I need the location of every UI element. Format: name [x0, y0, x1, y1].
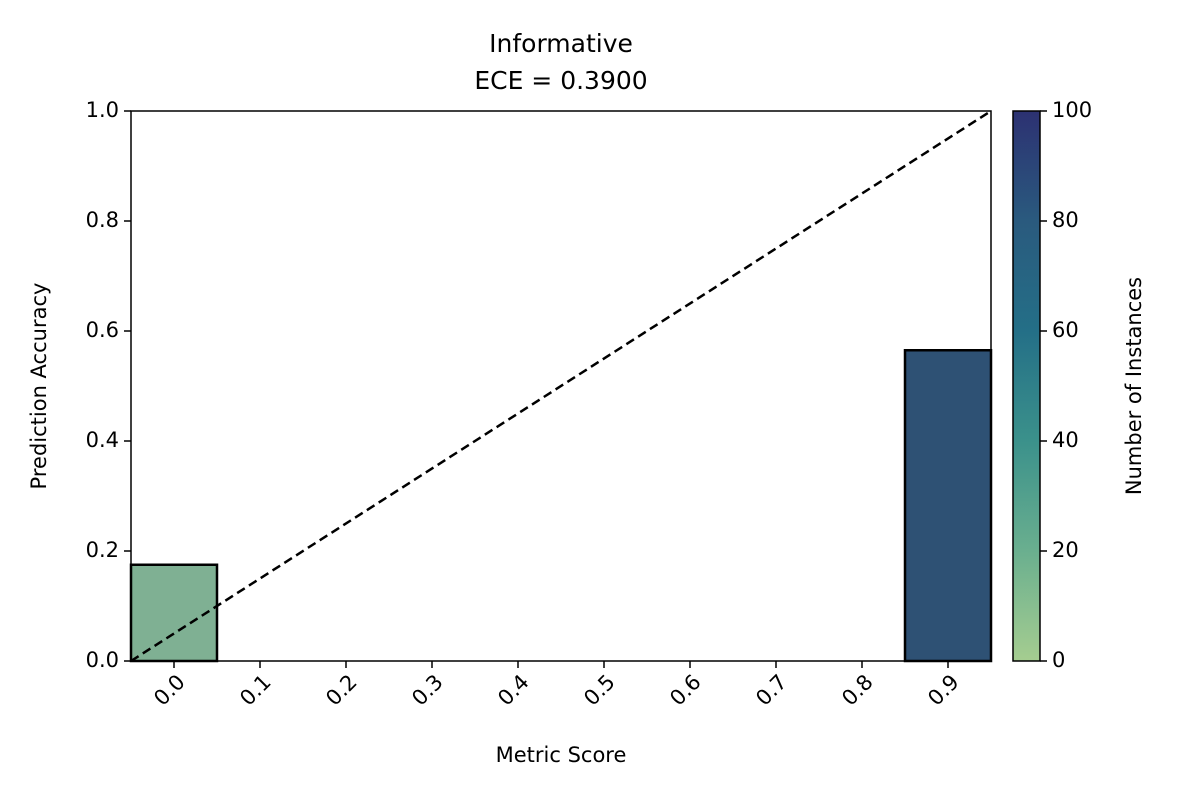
colorbar-tick-label: 20 — [1052, 538, 1079, 562]
x-tick-label: 0.7 — [751, 670, 792, 711]
x-tick-label: 0.3 — [407, 670, 448, 711]
x-tick-label: 0.1 — [235, 670, 276, 711]
x-tick-label: 0.5 — [579, 670, 620, 711]
chart-title: Informative — [489, 29, 633, 58]
plot-frame — [130, 110, 992, 662]
y-tick-label: 0.4 — [86, 428, 119, 452]
colorbar-tick-label: 40 — [1052, 428, 1079, 452]
x-axis-label: Metric Score — [496, 743, 627, 767]
y-tick-label: 0.0 — [86, 648, 119, 672]
colorbar-tick-label: 100 — [1052, 98, 1092, 122]
x-tick-label: 0.2 — [321, 670, 362, 711]
y-tick-label: 1.0 — [86, 98, 119, 122]
y-tick-label: 0.8 — [86, 208, 119, 232]
chart-subtitle: ECE = 0.3900 — [474, 66, 647, 95]
y-tick-label: 0.6 — [86, 318, 119, 342]
y-tick-label: 0.2 — [86, 538, 119, 562]
y-axis-label: Prediction Accuracy — [27, 283, 51, 490]
colorbar-label: Number of Instances — [1122, 277, 1146, 495]
x-tick-label: 0.8 — [837, 670, 878, 711]
reference-line — [130, 109, 992, 663]
colorbar-tick-label: 0 — [1052, 648, 1065, 672]
colorbar-tick-label: 60 — [1052, 318, 1079, 342]
x-tick-label: 0.0 — [149, 670, 190, 711]
colorbar — [1012, 110, 1041, 662]
bar — [903, 349, 993, 663]
x-tick-label: 0.6 — [665, 670, 706, 711]
colorbar-tick-label: 80 — [1052, 208, 1079, 232]
x-tick-label: 0.4 — [493, 670, 534, 711]
x-tick-label: 0.9 — [923, 670, 964, 711]
